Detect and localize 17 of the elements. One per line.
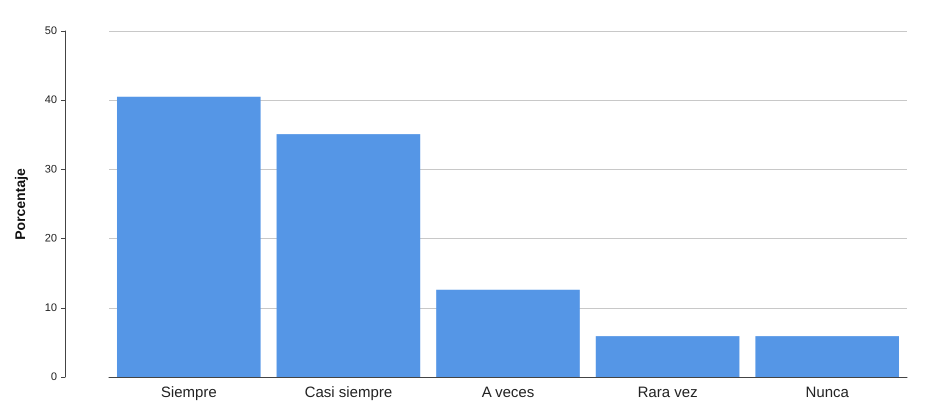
x-tick-label: A veces [482, 384, 534, 401]
y-tick-label: 10 [44, 302, 57, 314]
y-tick-label: 0 [50, 371, 57, 383]
bar [755, 336, 900, 377]
x-tick-label: Casi siempre [304, 384, 392, 401]
y-tick-label: 40 [44, 94, 57, 106]
bar [436, 290, 580, 377]
y-tick-label: 20 [44, 232, 57, 245]
y-axis-title: Porcentaje [12, 168, 28, 240]
bar [596, 336, 740, 377]
x-tick-label: Nunca [806, 384, 850, 401]
y-tick-label: 30 [44, 163, 57, 176]
bar [116, 96, 261, 377]
bar [276, 134, 420, 377]
y-tick-label: 50 [44, 25, 57, 37]
x-tick-label: Siempre [160, 384, 217, 401]
x-tick-label: Rara vez [638, 384, 698, 401]
